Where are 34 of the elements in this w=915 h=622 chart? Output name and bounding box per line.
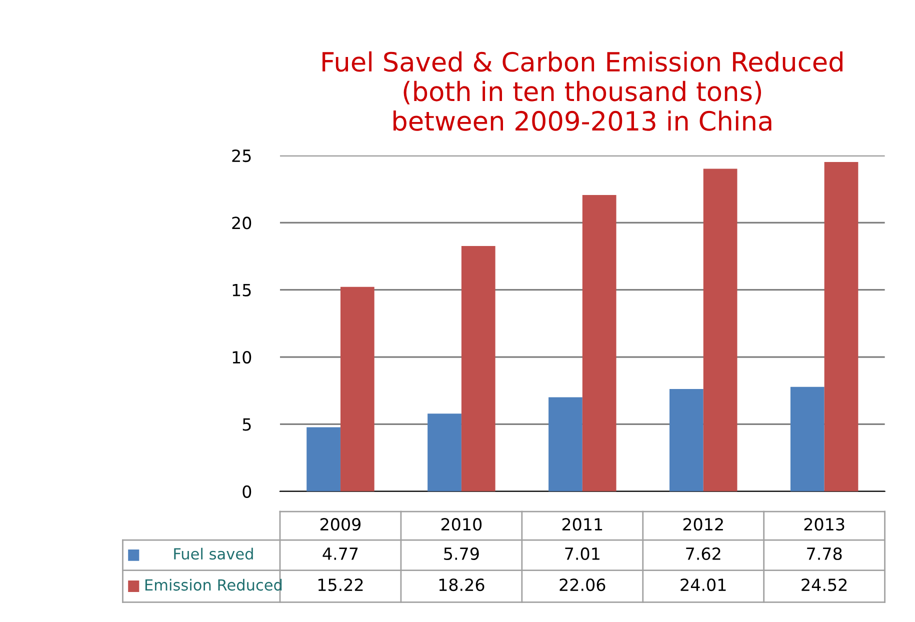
bar	[703, 168, 738, 492]
bar	[340, 286, 374, 492]
data-label: 15.22	[318, 578, 363, 592]
y-tick-label: 0	[242, 485, 252, 498]
legend-label: Emission Reduced	[145, 578, 282, 591]
y-tick-label: 20	[232, 216, 252, 230]
bar	[669, 389, 704, 492]
data-label: 24.01	[680, 578, 726, 592]
y-tick-label: 15	[232, 284, 251, 296]
data-label: 5.79	[444, 547, 479, 560]
bar	[824, 162, 858, 492]
data-label: 7.78	[807, 547, 842, 560]
y-tick-label: 5	[242, 418, 251, 431]
x-tick-label: 2010	[441, 518, 482, 531]
data-label: 22.06	[560, 578, 606, 592]
bar	[428, 414, 462, 492]
bar	[461, 246, 496, 492]
data-label: 4.77	[322, 548, 358, 560]
data-label: 7.62	[686, 547, 720, 560]
bar	[790, 386, 824, 492]
data-label: 7.01	[565, 547, 600, 560]
legend-label: Fuel saved	[174, 548, 253, 560]
x-tick-label: 2011	[562, 518, 602, 531]
data-label: 24.52	[802, 578, 847, 592]
y-tick-label: 25	[232, 149, 251, 162]
x-tick-label: 2013	[804, 518, 844, 531]
bar	[306, 427, 340, 492]
x-tick-label: 2012	[683, 518, 723, 531]
data-label: 18.26	[439, 578, 484, 592]
bar	[548, 397, 582, 492]
y-tick-label: 10	[232, 350, 252, 364]
bar	[582, 195, 616, 492]
x-tick-label: 2009	[320, 518, 361, 531]
chart-title: Fuel Saved & Carbon Emission Reduced (both in ten thousand tons) between 2009-2013 in China	[322, 51, 842, 131]
